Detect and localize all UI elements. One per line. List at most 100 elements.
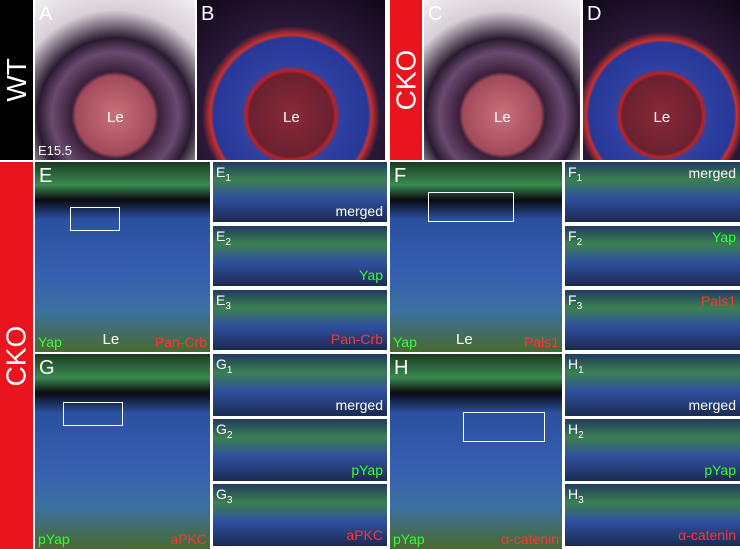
inset-letter-main: H <box>568 421 579 437</box>
stain-label: merged <box>335 203 383 219</box>
stain-label: Yap <box>38 334 62 350</box>
stain-label: Yap <box>393 334 417 350</box>
inset-panel: H2 pYap <box>565 419 740 481</box>
inset-letter: G2 <box>216 422 232 441</box>
inset-letter: G1 <box>216 357 232 376</box>
stain-label: pYap <box>38 531 70 547</box>
inset-letter: E1 <box>216 165 231 184</box>
genotype-text: WT <box>0 58 32 102</box>
micrograph-panel: E Yap Pan-Crb Le <box>35 162 210 352</box>
stain-label: merged <box>335 397 383 413</box>
stain-label: pYap <box>704 462 736 478</box>
lens-label: Le <box>494 109 511 126</box>
micrograph-panel: A Le E15.5 <box>35 0 195 160</box>
inset-letter: G3 <box>216 487 232 506</box>
stain-label: Pan-Crb <box>154 334 207 350</box>
inset-letter-main: F <box>568 292 577 308</box>
inset-letter-sub: 1 <box>225 172 231 184</box>
lens-label: Le <box>107 109 124 126</box>
stain-label: α-catenin <box>501 531 559 547</box>
inset-letter-main: F <box>568 228 577 244</box>
inset-panel: H1 merged <box>565 354 740 416</box>
stain-label: α-catenin <box>678 527 736 543</box>
inset-box <box>70 207 120 231</box>
inset-letter-main: G <box>216 356 227 372</box>
inset-letter-sub: 1 <box>576 172 583 184</box>
stage-label: E15.5 <box>38 143 72 158</box>
micrograph-panel: B Le <box>197 0 385 160</box>
inset-letter-main: E <box>216 292 226 308</box>
inset-letter: H1 <box>568 357 584 376</box>
lens-label: Le <box>456 331 473 348</box>
micrograph-panel: D Le <box>583 0 740 160</box>
stain-label: merged <box>688 397 736 413</box>
stain-label: pYap <box>393 531 425 547</box>
inset-panel: G3 aPKC <box>213 484 387 546</box>
inset-panel: H3 α-catenin <box>565 484 740 546</box>
panel-letter: F <box>394 165 407 187</box>
genotype-label: CKO <box>390 0 422 160</box>
panel-letter: D <box>587 3 602 25</box>
inset-panel: G1 merged <box>213 354 387 416</box>
inset-panel: E1 merged <box>213 162 387 222</box>
panel-letter: A <box>39 3 53 25</box>
stain-label: Yap <box>712 229 736 245</box>
inset-panel: E3 Pan-Crb <box>213 290 387 350</box>
inset-letter: E2 <box>216 229 231 248</box>
stain-label: Pan-Crb <box>330 331 383 347</box>
stain-label: Pals1 <box>700 293 736 309</box>
micrograph-panel: C Le <box>424 0 580 160</box>
inset-letter: H3 <box>568 487 584 506</box>
panel-letter: E <box>39 165 53 187</box>
panel-letter: G <box>39 357 55 379</box>
inset-letter-sub: 3 <box>226 494 233 506</box>
stain-label: pYap <box>351 462 383 478</box>
inset-letter-sub: 2 <box>226 429 233 441</box>
inset-letter-sub: 2 <box>578 429 584 441</box>
inset-letter-main: H <box>568 486 579 502</box>
inset-letter-main: G <box>216 486 227 502</box>
inset-letter-sub: 2 <box>576 236 583 248</box>
inset-letter-sub: 3 <box>576 300 583 312</box>
inset-box <box>63 402 123 426</box>
inset-panel: F1 merged <box>565 162 740 222</box>
micrograph-panel: F Yap Pals1 Le <box>390 162 562 352</box>
genotype-label: WT <box>0 0 33 160</box>
stain-label: aPKC <box>170 531 207 547</box>
inset-letter: E3 <box>216 293 231 312</box>
stain-label: merged <box>688 165 736 181</box>
lens-label: Le <box>653 109 671 126</box>
inset-letter-main: G <box>216 421 227 437</box>
inset-box <box>463 412 545 442</box>
inset-panel: E2 Yap <box>213 226 387 286</box>
stain-label: Yap <box>359 267 383 283</box>
inset-letter: F3 <box>568 293 582 312</box>
stain-label: aPKC <box>346 527 383 543</box>
panel-letter: B <box>201 3 215 25</box>
side-label: CKO <box>0 162 33 549</box>
inset-panel: G2 pYap <box>213 419 387 481</box>
inset-letter-sub: 1 <box>578 364 584 376</box>
inset-letter-sub: 3 <box>225 300 231 312</box>
genotype-text: CKO <box>390 49 421 111</box>
side-text: CKO <box>0 325 32 386</box>
lens-label: Le <box>102 331 120 348</box>
inset-panel: F3 Pals1 <box>565 290 740 350</box>
inset-letter-sub: 3 <box>578 494 584 506</box>
inset-letter: F1 <box>568 165 582 184</box>
stain-label: Pals1 <box>523 334 559 350</box>
panel-letter: H <box>394 357 409 379</box>
inset-letter-sub: 2 <box>225 236 231 248</box>
inset-letter: H2 <box>568 422 584 441</box>
panel-letter: C <box>428 3 443 25</box>
inset-letter-sub: 1 <box>226 364 233 376</box>
inset-letter-main: E <box>216 228 226 244</box>
inset-panel: F2 Yap <box>565 226 740 286</box>
lens-label: Le <box>283 109 300 126</box>
inset-letter-main: E <box>216 164 226 180</box>
inset-letter-main: H <box>568 356 579 372</box>
inset-letter: F2 <box>568 229 582 248</box>
